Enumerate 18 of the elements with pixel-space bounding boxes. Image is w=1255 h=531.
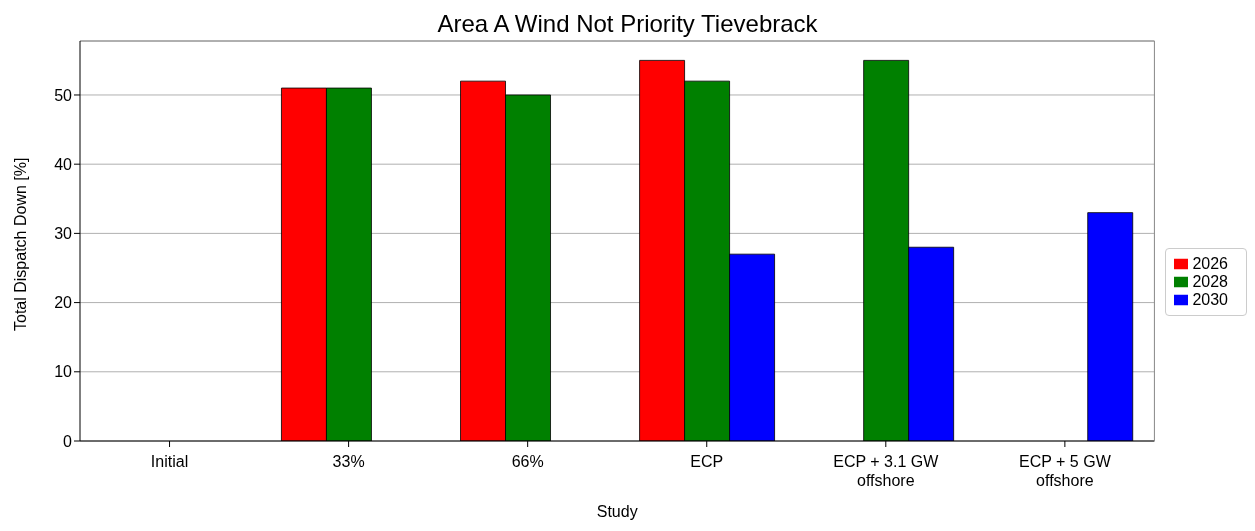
legend-label: 2028 — [1192, 272, 1228, 290]
x-axis-title: Study — [596, 503, 638, 520]
y-tick-label: 30 — [54, 225, 73, 243]
x-tick-label: ECP + 3.1 GW offshore — [833, 453, 940, 489]
x-tick-label: ECP + 5 GW offshore — [1019, 453, 1112, 489]
legend-label: 2026 — [1192, 254, 1228, 272]
y-tick-label: 50 — [54, 86, 73, 104]
y-axis-title: Total Dispatch Down [%] — [11, 157, 29, 331]
y-tick-label: 20 — [54, 294, 73, 312]
x-tick-label: ECP — [690, 453, 724, 470]
y-tick-label: 10 — [54, 363, 73, 381]
x-tick-label: 33% — [332, 453, 365, 470]
x-tick-label: Initial — [150, 453, 189, 470]
chart-title: Area A Wind Not Priority Tievebrack — [436, 9, 819, 39]
x-tick-label: 66% — [511, 453, 544, 470]
y-tick-label: 40 — [54, 155, 73, 173]
y-tick-label: 0 — [63, 432, 73, 450]
legend-label: 2030 — [1192, 290, 1228, 308]
